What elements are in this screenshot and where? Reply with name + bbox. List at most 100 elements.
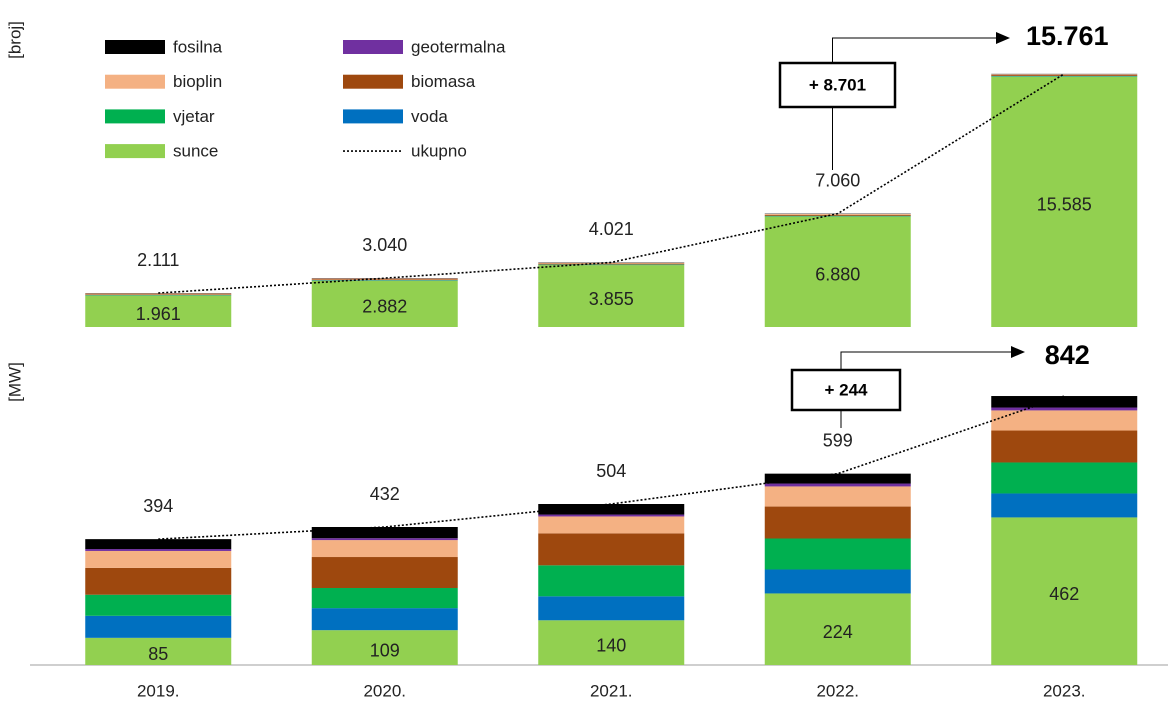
bar-segment (311, 527, 458, 539)
legend-swatch (343, 40, 403, 54)
bar-segment (85, 550, 232, 568)
bar-segment (311, 280, 458, 327)
y-axis-label: [MW] (5, 362, 24, 402)
segment-label: 85 (148, 644, 168, 664)
annotation-arrow (1011, 346, 1025, 358)
bar-segment (85, 637, 232, 665)
bar-segment (85, 294, 232, 295)
bar-segment (85, 615, 232, 638)
annotation-box (778, 61, 897, 109)
annotation-text: + 8.701 (809, 75, 866, 94)
segment-label: 3.855 (589, 289, 634, 309)
legend-label: voda (411, 107, 448, 126)
bar-segment (85, 549, 232, 551)
legend-label: ukupno (411, 142, 467, 161)
segment-label: 224 (823, 622, 853, 642)
bar-segment (538, 516, 685, 534)
total-label-highlight: 15.761 (1026, 21, 1109, 51)
segment-label: 6.880 (815, 265, 860, 285)
legend-label: vjetar (173, 107, 215, 126)
annotation-box (790, 368, 902, 412)
total-label: 504 (596, 461, 626, 481)
bar-segment (85, 539, 232, 550)
legend-label: geotermalna (411, 37, 506, 56)
bar-segment (85, 567, 232, 595)
total-label: 3.040 (362, 235, 407, 255)
bar-segment (311, 557, 458, 589)
bar-segment (311, 608, 458, 631)
bar-segment (991, 407, 1138, 411)
bar-segment (991, 76, 1138, 327)
bar-segment (764, 483, 911, 487)
x-tick-label: 2022. (816, 681, 859, 700)
segment-label: 109 (370, 640, 400, 660)
annotation-bracket (832, 37, 998, 63)
bar-segment (538, 565, 685, 597)
annotation-arrow (996, 32, 1010, 44)
legend-label: sunce (173, 142, 218, 161)
bar-segment (538, 504, 685, 515)
bar-segment (538, 263, 685, 265)
bar-segment (538, 596, 685, 621)
bar-segment (538, 533, 685, 566)
total-label: 432 (370, 484, 400, 504)
bar-segment (991, 517, 1138, 665)
legend-label: bioplin (173, 72, 222, 91)
x-tick-label: 2023. (1043, 681, 1086, 700)
legend-swatch (343, 109, 403, 124)
bar-segment (311, 278, 458, 280)
bar-segment (764, 216, 911, 327)
bar-segment (311, 630, 458, 665)
total-line (158, 73, 1065, 294)
legend-label: fosilna (173, 37, 223, 56)
segment-label: 462 (1049, 584, 1079, 604)
legend-label: biomasa (411, 72, 476, 91)
bar-segment (991, 410, 1138, 431)
bar-segment (991, 75, 1138, 77)
total-label: 2.111 (137, 250, 179, 270)
legend-swatch (105, 74, 165, 89)
bar-segment (764, 569, 911, 594)
bar-segment (538, 265, 685, 327)
x-tick-label: 2019. (137, 681, 180, 700)
segment-label: 2.882 (362, 297, 407, 317)
annotation-bracket (840, 351, 1013, 370)
segment-label: 1.961 (136, 304, 181, 324)
bar-segment (764, 214, 911, 216)
bar-segment (85, 594, 232, 616)
bar-segment (85, 293, 232, 295)
bar-segment (991, 430, 1138, 463)
bar-segment (311, 279, 458, 281)
total-label: 599 (823, 430, 853, 450)
bar-segment (991, 462, 1138, 494)
legend-swatch (105, 40, 165, 54)
bar-segment (538, 514, 685, 517)
total-label: 7.060 (815, 170, 860, 190)
y-axis-label: [broj] (5, 21, 24, 59)
legend-swatch (105, 144, 165, 159)
total-label-highlight: 842 (1045, 340, 1090, 370)
bar-segment (764, 593, 911, 665)
total-label: 4.021 (589, 219, 634, 239)
segment-label: 15.585 (1037, 195, 1092, 215)
bar-segment (764, 473, 911, 484)
bar-segment (991, 74, 1138, 76)
bar-segment (311, 538, 458, 541)
annotation-text: + 244 (824, 380, 868, 399)
bar-segment (538, 620, 685, 665)
legend-swatch (105, 109, 165, 124)
bar-segment (85, 295, 232, 327)
bar-segment (991, 493, 1138, 518)
bar-segment (764, 538, 911, 570)
bar-segment (764, 506, 911, 539)
bar-segment (991, 396, 1138, 408)
legend-swatch (343, 74, 403, 89)
bar-segment (311, 588, 458, 609)
x-tick-label: 2021. (590, 681, 633, 700)
bar-segment (311, 540, 458, 558)
bar-segment (764, 486, 911, 507)
total-label: 394 (143, 496, 173, 516)
segment-label: 140 (596, 635, 626, 655)
x-tick-label: 2020. (363, 681, 406, 700)
